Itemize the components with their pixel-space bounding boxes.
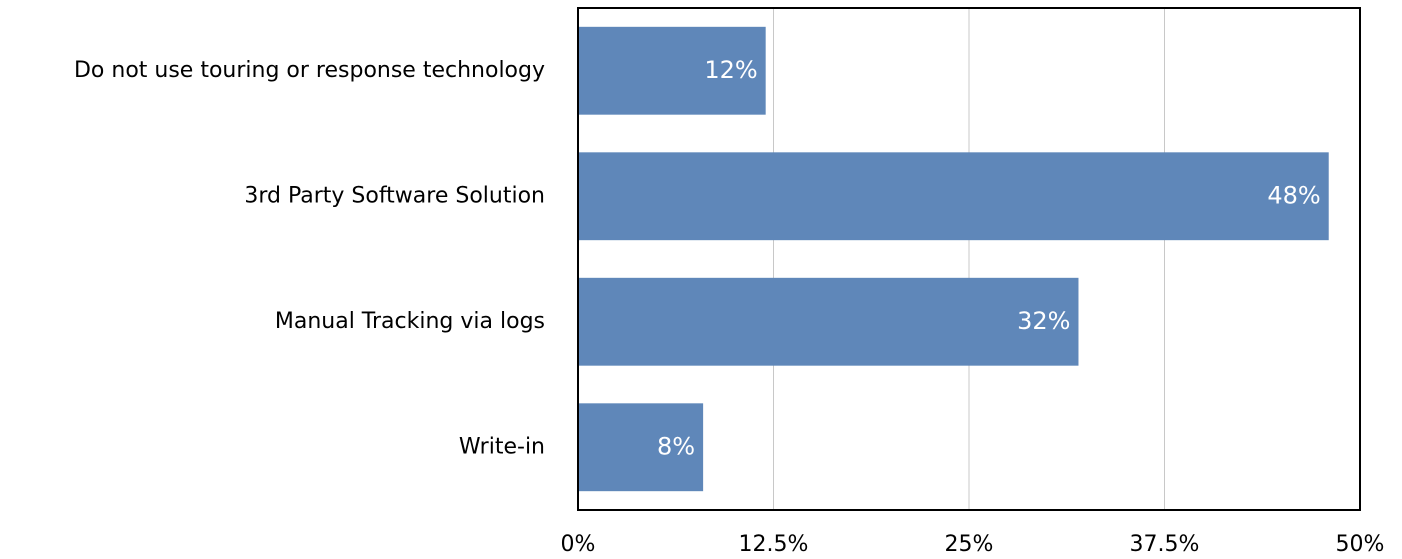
bar [578, 152, 1329, 241]
data-label: 8% [657, 432, 695, 460]
plot-frame [577, 7, 1361, 511]
data-label: 12% [704, 56, 757, 84]
y-tick-label: Write-in [459, 434, 545, 459]
x-tick-label: 37.5% [1130, 532, 1200, 557]
bar [578, 403, 704, 492]
y-tick-label: 3rd Party Software Solution [244, 183, 545, 208]
data-label: 32% [1017, 307, 1070, 335]
x-tick-label: 12.5% [739, 532, 809, 557]
x-tick-label: 25% [945, 532, 994, 557]
x-tick-label: 0% [561, 532, 596, 557]
bar [578, 26, 766, 115]
y-tick-label: Manual Tracking via logs [275, 309, 545, 334]
y-tick-label: Do not use touring or response technolog… [74, 58, 545, 83]
bar [578, 277, 1079, 366]
x-tick-label: 50% [1336, 532, 1385, 557]
data-label: 48% [1267, 181, 1320, 209]
